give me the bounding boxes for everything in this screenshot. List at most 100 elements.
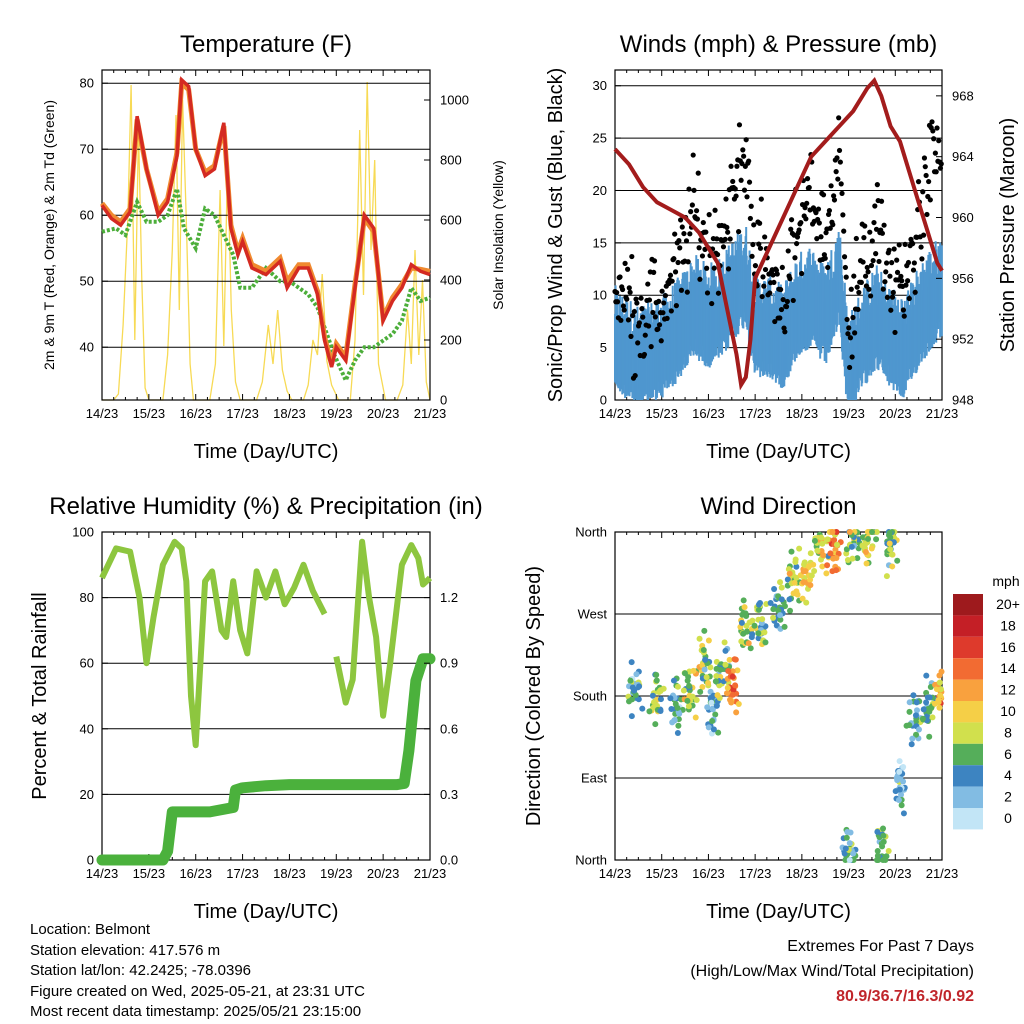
wind-direction-point	[843, 546, 850, 553]
wind-gust-point	[635, 340, 641, 346]
wind-direction-point	[791, 579, 798, 586]
wind-direction-point	[771, 586, 778, 593]
wind-gust-point	[664, 315, 670, 321]
x-tick-label: 19/23	[320, 866, 353, 881]
wind-direction-point	[755, 601, 762, 608]
wind-direction-point	[777, 579, 784, 586]
wind-direction-point	[933, 686, 940, 693]
wind-direction-point	[843, 834, 850, 841]
wind-direction-point	[689, 693, 696, 700]
wind-gust-point	[751, 222, 757, 228]
wind-gust-point	[756, 241, 762, 247]
wind-direction-point	[749, 617, 756, 624]
wind-direction-point	[628, 713, 635, 720]
y2-axis-label: Solar Insolation (Yellow)	[490, 160, 506, 310]
wind-direction-point	[649, 692, 656, 699]
wind-direction-point	[846, 857, 853, 863]
wind-gust-point	[771, 279, 777, 286]
y-tick-label: West	[578, 607, 608, 622]
wind-direction-point	[796, 545, 803, 552]
wind-gust-point	[656, 298, 662, 304]
y-tick-label: 10	[593, 288, 607, 303]
wind-gust-point	[658, 338, 664, 344]
recent-data-text: Most recent data timestamp: 2025/05/21 2…	[30, 1003, 362, 1020]
wind-direction-point	[685, 703, 692, 710]
wind-gust-point	[738, 177, 744, 183]
legend-swatch	[953, 722, 983, 744]
wind-direction-point	[713, 673, 720, 680]
wind-direction-point	[657, 688, 664, 695]
wind-gust-point	[757, 220, 763, 226]
wind-direction-point	[847, 829, 854, 836]
wind-direction-point	[675, 722, 682, 729]
wind-direction-point	[667, 695, 674, 702]
wind-gust-point	[799, 270, 805, 277]
wind-direction-point	[915, 726, 922, 733]
wind-gust-point	[712, 207, 718, 213]
wind-direction-point	[802, 568, 809, 575]
wind-direction-point	[701, 627, 708, 634]
wind-direction-point	[868, 545, 875, 552]
y-tick-label: 80	[80, 590, 94, 605]
wind-gust-point	[804, 200, 810, 206]
total-precipitation-line	[96, 653, 436, 866]
legend-swatch	[953, 743, 983, 766]
wind-direction-point	[762, 639, 769, 646]
wind-direction-chart: 14/23 15/23 16/23 17/23 18/23 19/23 20/23 21/23…	[523, 493, 1020, 923]
legend-label: 14	[1000, 660, 1016, 676]
x-tick-label: 18/23	[786, 866, 819, 881]
wind-direction-point	[863, 560, 870, 567]
x-tick-label: 18/23	[786, 406, 819, 421]
wind-direction-point	[900, 764, 907, 771]
wind-gust-point	[889, 294, 896, 300]
wind-direction-point	[733, 709, 740, 716]
wind-gust-point	[785, 248, 791, 254]
wind-direction-point	[810, 561, 817, 568]
wind-gust-point	[866, 286, 872, 292]
wind-direction-point	[859, 534, 866, 541]
wind-direction-point	[880, 857, 887, 863]
wind-gust-point	[636, 320, 642, 326]
wind-gust-point	[910, 241, 916, 247]
wind-gust-point	[642, 332, 648, 338]
wind-gust-point	[696, 245, 702, 251]
y-tick-label: 25	[593, 131, 607, 146]
wind-gust-point	[868, 293, 874, 299]
wind-gust-point	[896, 242, 902, 248]
wind-gust-point	[626, 285, 632, 291]
wind-gust-point	[854, 284, 860, 290]
wind-gust-point	[845, 331, 851, 337]
wind-direction-point	[755, 635, 762, 642]
legend-label: 6	[1004, 746, 1012, 762]
legend-label: 20+	[996, 596, 1020, 612]
wind-gust-point	[625, 317, 632, 323]
wind-direction-point	[714, 692, 721, 699]
wind-direction-point	[723, 690, 730, 697]
wind-gust-point	[689, 202, 695, 208]
wind-direction-point	[626, 698, 633, 705]
wind-gust-point	[839, 190, 845, 196]
wind-direction-point	[732, 682, 739, 689]
wind-direction-point	[674, 704, 681, 711]
wind-gust-point	[883, 260, 890, 266]
wind-direction-point	[755, 606, 762, 613]
wind-gust-point	[883, 269, 889, 275]
y-tick-label: 40	[80, 340, 94, 355]
wind-direction-point	[887, 534, 894, 541]
y2-tick-label: 0.3	[440, 787, 458, 802]
wind-direction-point	[936, 679, 943, 686]
x-tick-label: 20/23	[879, 866, 912, 881]
wind-gust-point	[836, 147, 843, 154]
wind-direction-point	[680, 687, 687, 694]
wind-gust-point	[822, 255, 828, 261]
wind-gust-point	[614, 289, 620, 296]
legend-swatch	[953, 679, 983, 701]
y2-tick-label: 0.9	[440, 656, 458, 671]
y-tick-label: North	[575, 525, 607, 540]
wind-gust-point	[690, 152, 696, 158]
wind-direction-point	[705, 637, 712, 644]
wind-gust-point	[852, 330, 858, 336]
y-axis-label: Direction (Colored By Speed)	[523, 566, 545, 826]
wind-direction-point	[893, 774, 900, 781]
station-pressure-line	[613, 77, 944, 391]
